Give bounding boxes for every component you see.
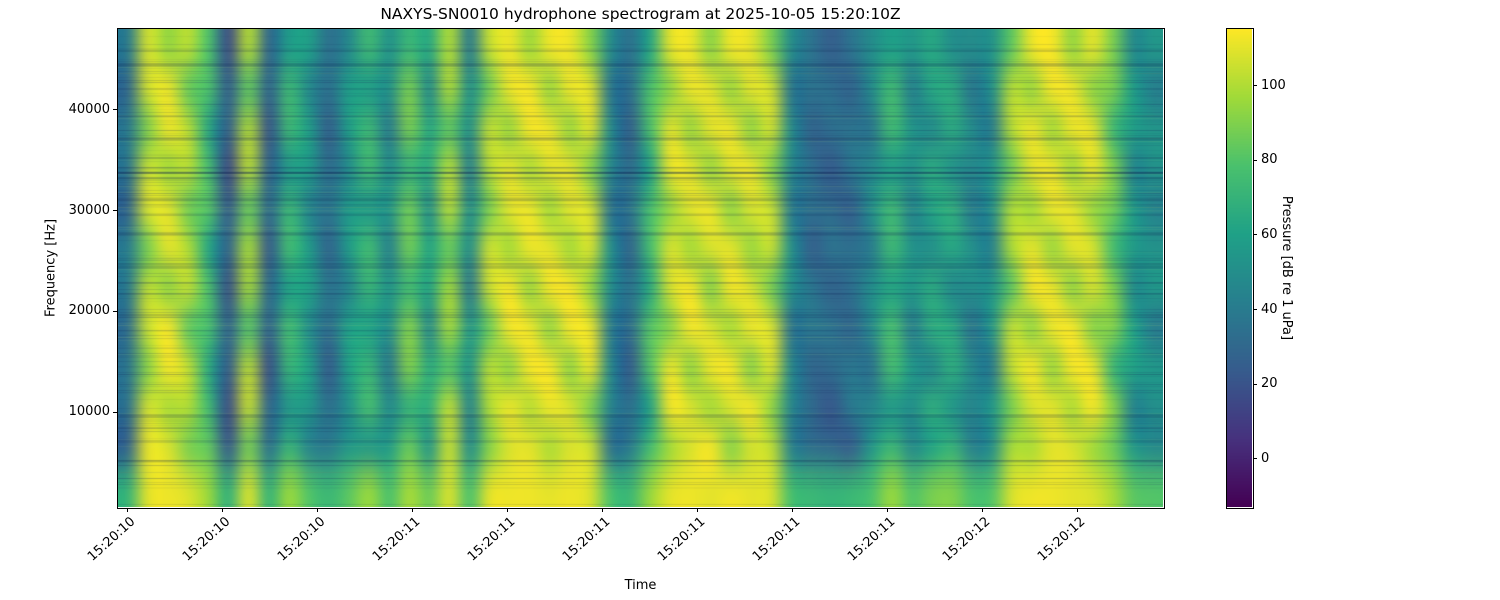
- colorbar-tick-label: 0: [1261, 451, 1270, 466]
- tick-mark: [982, 508, 983, 512]
- tick-mark: [697, 508, 698, 512]
- tick-mark: [1253, 234, 1257, 235]
- colorbar-tick-label: 100: [1261, 78, 1286, 93]
- tick-mark: [127, 508, 128, 512]
- tick-mark: [317, 508, 318, 512]
- tick-mark: [792, 508, 793, 512]
- tick-mark: [602, 508, 603, 512]
- tick-mark: [1253, 384, 1257, 385]
- y-tick-label: 40000: [68, 102, 110, 117]
- y-tick-label: 30000: [68, 203, 110, 218]
- tick-mark: [113, 210, 117, 211]
- tick-mark: [1253, 85, 1257, 86]
- y-tick-label: 20000: [68, 303, 110, 318]
- tick-mark: [887, 508, 888, 512]
- tick-mark: [1077, 508, 1078, 512]
- tick-mark: [1253, 309, 1257, 310]
- tick-mark: [222, 508, 223, 512]
- colorbar-tick-label: 60: [1261, 227, 1278, 242]
- tick-mark: [1253, 160, 1257, 161]
- spectrogram-heatmap: [118, 29, 1163, 507]
- tick-mark: [113, 412, 117, 413]
- tick-mark: [113, 109, 117, 110]
- tick-mark: [113, 311, 117, 312]
- tick-mark: [412, 508, 413, 512]
- colorbar-tick-label: 40: [1261, 302, 1278, 317]
- colorbar-tick-label: 20: [1261, 376, 1278, 391]
- plot-area-border: [117, 28, 1165, 509]
- y-tick-label: 10000: [68, 404, 110, 419]
- colorbar-label: Pressure [dB re 1 uPa]: [1279, 195, 1294, 341]
- y-axis-label: Frequency [Hz]: [43, 218, 59, 318]
- colorbar-gradient: [1227, 29, 1252, 507]
- colorbar-border: [1226, 28, 1254, 509]
- x-axis-label: Time: [624, 578, 657, 593]
- tick-mark: [1253, 458, 1257, 459]
- chart-title: NAXYS-SN0010 hydrophone spectrogram at 2…: [380, 5, 901, 23]
- colorbar-tick-label: 80: [1261, 152, 1278, 167]
- tick-mark: [507, 508, 508, 512]
